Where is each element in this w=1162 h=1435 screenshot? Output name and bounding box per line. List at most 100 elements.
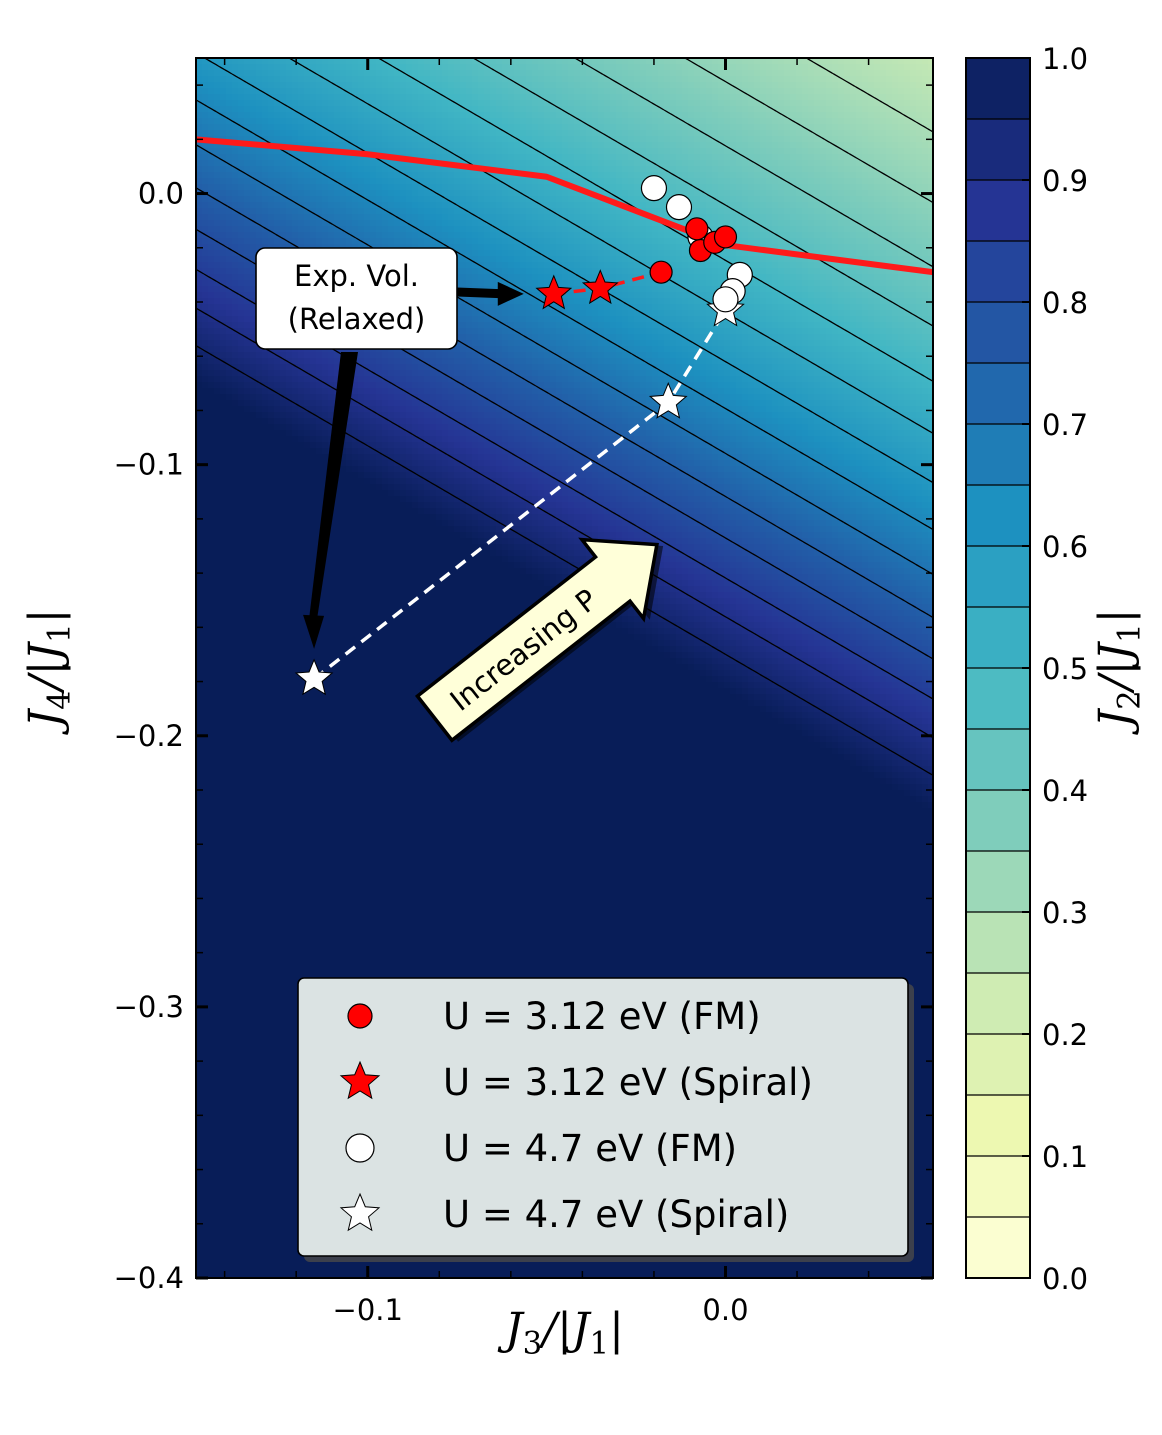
field-cell xyxy=(640,172,647,179)
field-cell xyxy=(208,274,215,281)
field-cell xyxy=(814,208,821,215)
field-cell xyxy=(598,232,605,239)
field-cell xyxy=(700,142,707,149)
field-cell xyxy=(832,286,839,293)
field-cell xyxy=(532,166,539,173)
field-cell xyxy=(514,262,521,269)
field-cell xyxy=(262,208,269,215)
field-cell xyxy=(850,274,857,281)
field-cell xyxy=(880,166,887,173)
field-cell xyxy=(490,250,497,257)
field-cell xyxy=(202,256,209,263)
field-cell xyxy=(652,220,659,227)
field-cell xyxy=(772,262,779,269)
field-cell xyxy=(838,118,845,125)
field-cell xyxy=(736,94,743,101)
field-cell xyxy=(526,136,533,143)
field-cell xyxy=(694,88,701,95)
field-cell xyxy=(268,160,275,167)
field-cell xyxy=(850,136,857,143)
field-cell xyxy=(490,244,497,251)
field-cell xyxy=(526,286,533,293)
field-cell xyxy=(256,202,263,209)
field-cell xyxy=(556,118,563,125)
field-cell xyxy=(394,112,401,119)
field-cell xyxy=(646,82,653,89)
field-cell xyxy=(334,154,341,161)
field-cell xyxy=(202,262,209,269)
field-cell xyxy=(928,148,933,155)
field-cell xyxy=(322,136,329,143)
field-cell xyxy=(802,208,809,215)
field-cell xyxy=(658,232,665,239)
field-cell xyxy=(526,268,533,275)
field-cell xyxy=(214,220,221,227)
field-cell xyxy=(802,238,809,245)
field-cell xyxy=(520,94,527,101)
field-cell xyxy=(754,82,761,89)
field-cell xyxy=(346,238,353,245)
field-cell xyxy=(544,202,551,209)
field-cell xyxy=(226,130,233,137)
field-cell xyxy=(352,202,359,209)
field-cell xyxy=(652,148,659,155)
field-cell xyxy=(526,214,533,221)
field-cell xyxy=(364,190,371,197)
field-cell xyxy=(784,190,791,197)
field-cell xyxy=(358,160,365,167)
field-cell xyxy=(364,118,371,125)
field-cell xyxy=(700,184,707,191)
field-cell xyxy=(586,256,593,263)
field-cell xyxy=(622,238,629,245)
field-cell xyxy=(304,106,311,113)
field-cell xyxy=(238,136,245,143)
field-cell xyxy=(634,88,641,95)
field-cell xyxy=(796,232,803,239)
field-cell xyxy=(460,154,467,161)
field-cell xyxy=(460,184,467,191)
field-cell xyxy=(220,70,227,77)
field-cell xyxy=(772,292,779,299)
field-cell xyxy=(214,214,221,221)
field-cell xyxy=(676,220,683,227)
field-cell xyxy=(406,196,413,203)
field-cell xyxy=(556,166,563,173)
field-cell xyxy=(574,226,581,233)
field-cell xyxy=(586,226,593,233)
field-cell xyxy=(916,94,923,101)
field-cell xyxy=(388,118,395,125)
field-cell xyxy=(586,76,593,83)
field-cell xyxy=(520,106,527,113)
field-cell xyxy=(676,130,683,137)
field-cell xyxy=(256,118,263,125)
field-cell xyxy=(592,196,599,203)
field-cell xyxy=(820,100,827,107)
field-cell xyxy=(232,100,239,107)
field-cell xyxy=(688,280,695,287)
field-cell xyxy=(634,256,641,263)
field-cell xyxy=(436,190,443,197)
field-cell xyxy=(910,124,917,131)
field-cell xyxy=(700,94,707,101)
field-cell xyxy=(850,142,857,149)
field-cell xyxy=(910,94,917,101)
field-cell xyxy=(922,112,929,119)
field-cell xyxy=(868,64,875,71)
field-cell xyxy=(886,106,893,113)
field-cell xyxy=(226,124,233,131)
field-cell xyxy=(772,196,779,203)
field-cell xyxy=(340,160,347,167)
field-cell xyxy=(448,58,455,65)
field-cell xyxy=(364,88,371,95)
field-cell xyxy=(646,142,653,149)
field-cell xyxy=(304,166,311,173)
field-cell xyxy=(796,196,803,203)
field-cell xyxy=(676,58,683,65)
field-cell xyxy=(214,268,221,275)
field-cell xyxy=(928,94,933,101)
field-cell xyxy=(820,184,827,191)
field-cell xyxy=(838,190,845,197)
field-cell xyxy=(490,202,497,209)
field-cell xyxy=(286,148,293,155)
field-cell xyxy=(628,190,635,197)
